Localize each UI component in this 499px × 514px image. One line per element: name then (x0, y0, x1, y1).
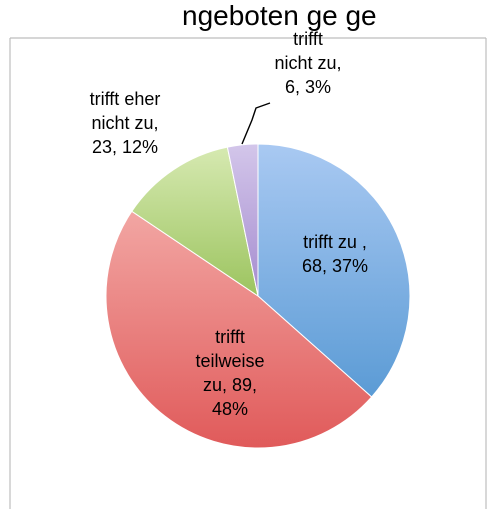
data-label-line: trifft eher (90, 89, 161, 109)
data-label-line: nicht zu, (91, 113, 158, 133)
data-label-line: 23, 12% (92, 137, 158, 157)
pie-slice-trifft-eher-nicht-zu (131, 146, 259, 298)
data-label-line: 68, 37% (302, 256, 368, 276)
pie-slices (105, 143, 411, 449)
pie-slice-trifft-teilweise-zu (105, 210, 373, 449)
data-label-trifft-nicht-zu: trifft nicht zu, 6, 3% (274, 29, 341, 97)
data-label-line: zu, 89, (203, 375, 257, 395)
top-cropped-text: ngeboten ge ge (182, 0, 377, 31)
pie-labels: trifft zu , 68, 37% trifft teilweise zu, 89,… (90, 29, 368, 419)
data-label-trifft-zu: trifft zu , 68, 37% (302, 232, 368, 276)
data-label-line: nicht zu, (274, 53, 341, 73)
data-label-line: trifft zu , (303, 232, 367, 252)
data-label-line: trifft (215, 327, 245, 347)
data-label-line: 48% (212, 399, 248, 419)
data-label-line: 6, 3% (285, 77, 331, 97)
leader-line-trifft-nicht-zu (241, 102, 271, 145)
data-label-line: trifft (293, 29, 323, 49)
data-label-line: teilweise (195, 351, 264, 371)
pie-slice-trifft-nicht-zu (226, 143, 259, 297)
data-label-trifft-teilweise-zu: trifft teilweise zu, 89, 48% (195, 327, 264, 419)
pie-slice-trifft-zu (257, 143, 411, 398)
data-label-trifft-eher-nicht-zu: trifft eher nicht zu, 23, 12% (90, 89, 161, 157)
